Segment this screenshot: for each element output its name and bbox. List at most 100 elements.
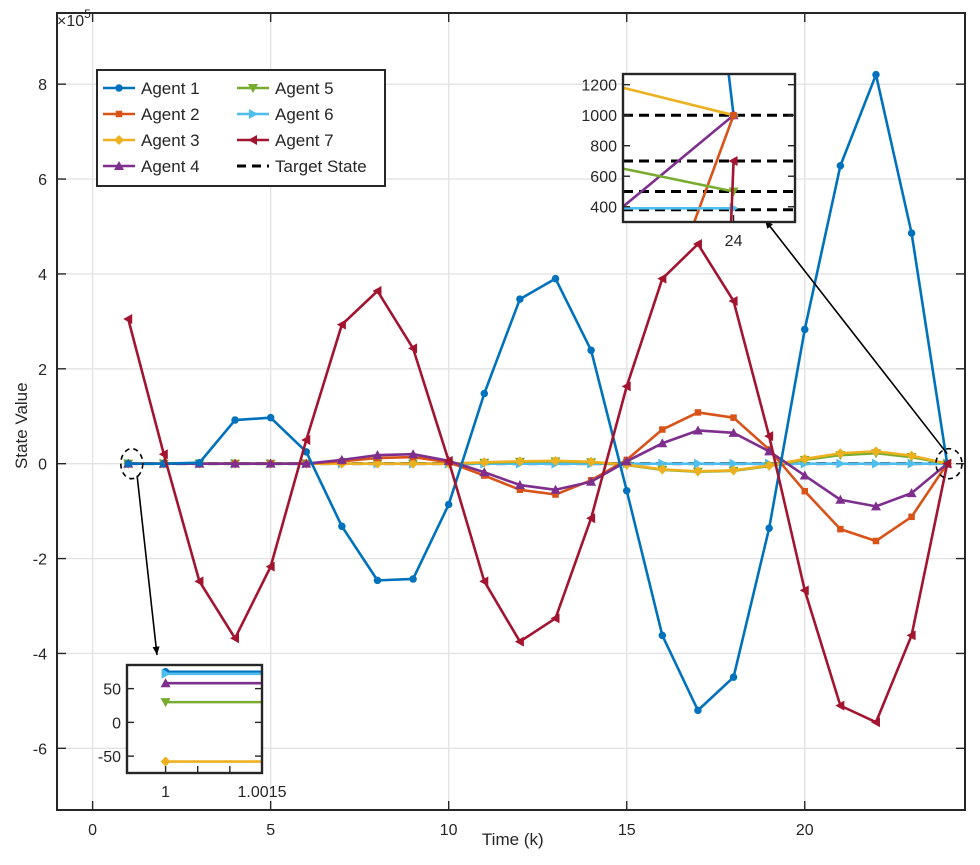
plot-frame (56, 12, 966, 811)
legend-swatch-marker (114, 135, 124, 145)
inset-series-agent-4 (160, 678, 262, 688)
data-point (657, 273, 667, 284)
inset-data-point (160, 756, 171, 767)
legend-label: Target State (275, 157, 367, 176)
inset-series-agent-2 (693, 111, 737, 222)
data-point (728, 427, 739, 437)
zoom-callouts (119, 219, 963, 656)
y-tick-label: 0 (38, 457, 47, 474)
inset-y-tick-label: 800 (590, 139, 617, 156)
data-point (372, 450, 383, 460)
legend-swatch-marker (248, 135, 257, 145)
data-point (444, 500, 453, 509)
data-point (550, 455, 561, 466)
data-point (836, 458, 846, 469)
data-point (266, 413, 275, 422)
data-point (906, 450, 917, 461)
data-point (801, 325, 809, 334)
arrow-head (152, 646, 160, 655)
data-point (728, 465, 739, 476)
data-point (408, 458, 419, 469)
data-point (586, 476, 597, 486)
inset-data-point (160, 678, 171, 688)
data-point (692, 425, 703, 435)
data-point (409, 575, 417, 583)
data-point (730, 414, 737, 421)
arrow-to-inset-lower-left (136, 475, 160, 656)
inset-frame (125, 663, 264, 775)
legend-label: Agent 2 (141, 105, 200, 124)
inset-background (623, 74, 795, 222)
inset-series-agent-7 (728, 155, 738, 222)
inset-series-line (623, 86, 734, 117)
x-tick-label: 20 (796, 822, 814, 839)
series-agent-4 (123, 425, 953, 511)
inset-x-tick-label: 1.0015 (238, 784, 287, 801)
zoom-ellipse-right (935, 447, 963, 480)
inset-y-tick-label: 600 (590, 169, 617, 186)
data-point (158, 449, 168, 460)
legend-swatch-marker (248, 84, 258, 93)
data-point (692, 239, 702, 250)
data-point (514, 480, 525, 490)
data-point (622, 486, 631, 495)
inset-series-agent-5 (160, 698, 262, 708)
x-tick-label: 0 (88, 822, 97, 839)
legend-label: Agent 7 (275, 131, 334, 150)
data-point (479, 457, 490, 468)
data-point (692, 466, 703, 477)
inset-plot-area (623, 74, 795, 222)
data-point (694, 706, 702, 715)
data-point (336, 454, 347, 464)
data-point (799, 470, 810, 480)
inset-x-tick-label: 24 (725, 233, 743, 250)
data-point (195, 458, 204, 467)
data-point (837, 525, 844, 533)
data-point (906, 630, 916, 641)
inset-upper-right: 400 600 800 1000 1200 24 (581, 72, 797, 250)
inset-y-tick-label: 50 (103, 682, 121, 699)
y-tick-label: -2 (33, 552, 47, 569)
inset-series-line (727, 74, 735, 116)
data-point (621, 381, 631, 392)
legend-swatch-marker (115, 84, 123, 92)
legend-item: Agent 5 (237, 79, 334, 98)
legend-item: Target State (237, 157, 367, 176)
data-point (870, 501, 881, 511)
data-point (658, 631, 667, 640)
y-tick-label: -6 (33, 741, 47, 758)
legend-item: Agent 2 (103, 105, 200, 124)
inset-series-agent-6 (161, 668, 262, 679)
data-point (373, 576, 382, 585)
data-point (194, 576, 204, 587)
x-tick-label: 5 (266, 822, 275, 839)
data-point (728, 295, 738, 306)
arrow-shaft (764, 219, 948, 455)
data-point (479, 576, 489, 587)
data-point (408, 449, 419, 459)
legend: Agent 1 Agent 2 Agent 3 Agent 4 Agent 5 Agent… (96, 69, 386, 187)
data-point (123, 313, 133, 324)
data-point (872, 70, 880, 79)
data-point (764, 446, 775, 456)
inset-series-line (693, 114, 735, 222)
inset-y-tick-label: -50 (98, 749, 121, 766)
inset-data-point (730, 111, 737, 119)
series-agent-7 (123, 239, 952, 728)
data-point (514, 636, 524, 647)
y-exponent-power: 5 (84, 7, 91, 21)
data-point (443, 455, 453, 466)
data-point (338, 522, 346, 531)
data-point (906, 488, 917, 498)
legend-label: Agent 6 (275, 105, 334, 124)
data-point (835, 700, 845, 711)
data-point (764, 460, 775, 471)
y-axis-label: State Value (12, 382, 31, 469)
data-point (301, 458, 312, 468)
data-point (230, 633, 240, 644)
inset-lower-left: -50 0 50 1 1.0015 (98, 663, 287, 801)
series-line (128, 411, 949, 543)
data-point (551, 274, 560, 283)
data-point (586, 456, 597, 467)
